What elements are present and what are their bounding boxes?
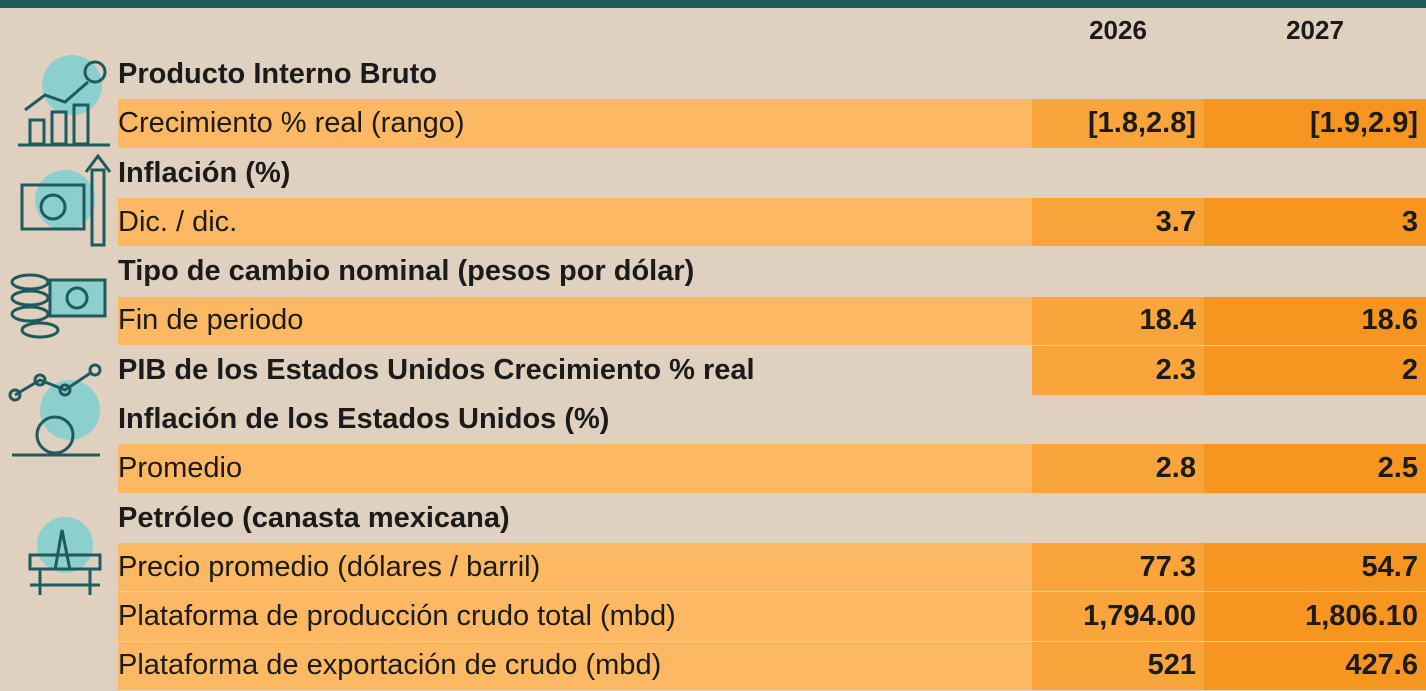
gdp-icon	[18, 55, 110, 147]
value: [1.8,2.8]	[1032, 99, 1204, 148]
icons	[8, 55, 112, 595]
row-label: Dic. / dic.	[118, 197, 1032, 247]
value: [1.9,2.9]	[1204, 99, 1426, 148]
section-title: Petróleo (canasta mexicana)	[118, 501, 510, 534]
column-header: 2027	[1286, 14, 1344, 45]
row-label: Plataforma de producción crudo total (mb…	[118, 592, 1032, 641]
inflation-icon	[20, 153, 112, 247]
value: 2	[1204, 345, 1426, 396]
value: 18.4	[1032, 296, 1204, 345]
top-bar	[0, 0, 1426, 8]
section-title: Producto Interno Bruto	[118, 58, 437, 91]
row-label: Crecimiento % real (rango)	[118, 99, 1032, 148]
value: 54.7	[1204, 543, 1426, 592]
row-label: Precio promedio (dólares / barril)	[118, 543, 1032, 592]
value: 3	[1204, 197, 1426, 247]
section-title: Inflación de los Estados Unidos (%)	[118, 403, 610, 436]
value: 77.3	[1032, 543, 1204, 592]
exchange-icon	[10, 273, 107, 339]
value: 3.7	[1032, 197, 1204, 247]
us-icon	[8, 363, 102, 457]
row-label: Fin de periodo	[118, 296, 1032, 345]
value: 427.6	[1204, 641, 1426, 690]
oil-icon	[28, 517, 102, 595]
row-label: Plataforma de exportación de crudo (mbd)	[118, 641, 1032, 690]
value: 2.3	[1032, 345, 1204, 396]
value: 1,806.10	[1204, 592, 1426, 641]
row-label: Promedio	[118, 444, 1032, 493]
value: 521	[1032, 641, 1204, 690]
section-title: Inflación (%)	[118, 156, 291, 189]
section-title: PIB de los Estados Unidos Crecimiento % …	[118, 353, 755, 386]
column-header: 2026	[1089, 14, 1147, 45]
value: 2.5	[1204, 444, 1426, 493]
value: 1,794.00	[1032, 592, 1204, 641]
section-title: Tipo de cambio nominal (pesos por dólar)	[118, 255, 695, 288]
value: 2.8	[1032, 444, 1204, 493]
value: 18.6	[1204, 296, 1426, 345]
